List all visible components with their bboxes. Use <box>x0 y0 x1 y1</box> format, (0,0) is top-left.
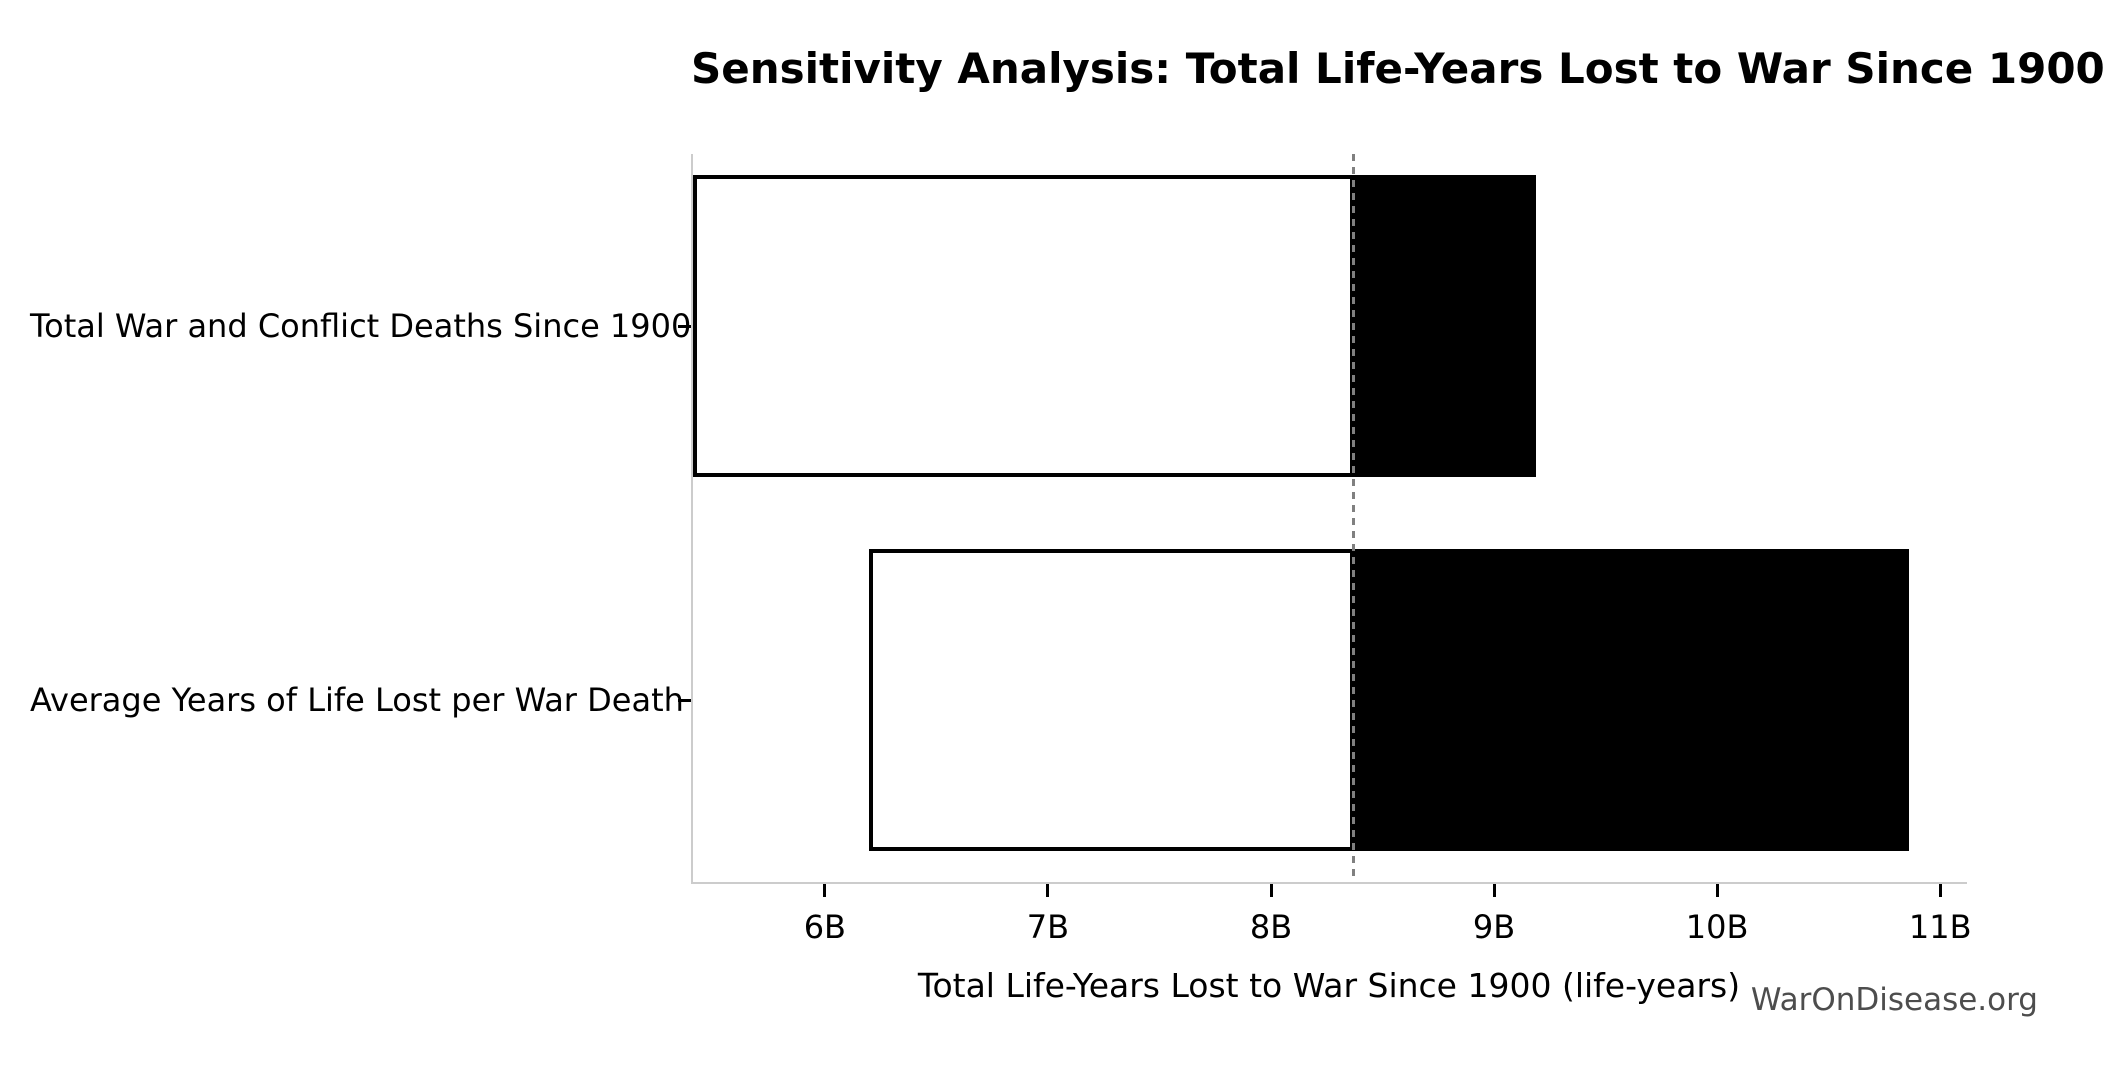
x-tick-mark <box>1269 884 1273 897</box>
y-category-label: Total War and Conflict Deaths Since 1900 <box>30 307 692 345</box>
x-tick-label: 11B <box>1908 908 1972 946</box>
y-tick-mark <box>678 698 691 702</box>
x-tick-mark <box>1046 884 1050 897</box>
y-tick-mark <box>678 324 691 328</box>
bar-high-segment <box>1353 549 1909 851</box>
x-tick-mark <box>1492 884 1496 897</box>
x-tick-mark <box>1715 884 1719 897</box>
bar-high-segment <box>1353 175 1537 477</box>
bar-low-segment <box>869 549 1354 851</box>
y-axis-spine <box>691 154 693 882</box>
x-tick-label: 8B <box>1249 908 1293 946</box>
x-tick-label: 9B <box>1472 908 1516 946</box>
x-tick-label: 7B <box>1026 908 1070 946</box>
x-tick-label: 6B <box>803 908 846 946</box>
x-axis-spine <box>691 882 1967 884</box>
plot-area <box>691 154 1967 884</box>
watermark-text: WarOnDisease.org <box>1750 982 2038 1018</box>
y-category-label: Average Years of Life Lost per War Death <box>30 681 684 719</box>
baseline-dashed-line <box>1352 154 1356 882</box>
x-tick-mark <box>823 884 827 897</box>
bar-low-segment <box>693 175 1354 477</box>
x-tick-label: 10B <box>1685 908 1749 946</box>
chart-title: Sensitivity Analysis: Total Life-Years L… <box>691 44 2105 93</box>
x-axis-title: Total Life-Years Lost to War Since 1900 … <box>917 966 1741 1005</box>
x-tick-mark <box>1938 884 1942 897</box>
